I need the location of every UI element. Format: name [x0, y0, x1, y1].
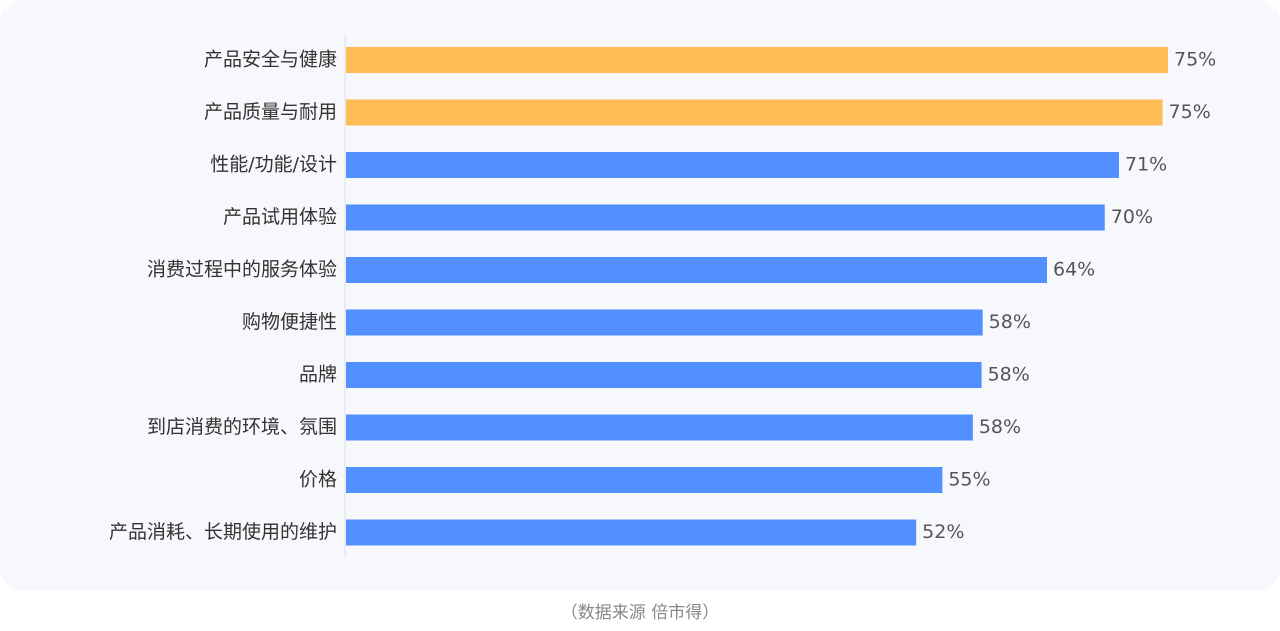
- category-label: 产品试用体验: [223, 206, 337, 228]
- category-label: 品牌: [299, 364, 337, 386]
- category-label: 产品质量与耐用: [204, 101, 337, 123]
- category-label: 性能/功能/设计: [210, 154, 337, 176]
- value-label: 75%: [1169, 101, 1211, 123]
- bar: [346, 467, 943, 493]
- card: [0, 0, 1280, 590]
- bar: [346, 257, 1047, 283]
- value-label: 58%: [989, 311, 1031, 333]
- value-label: 70%: [1111, 206, 1153, 228]
- value-label: 64%: [1053, 259, 1095, 281]
- category-label: 消费过程中的服务体验: [147, 259, 337, 281]
- value-label: 71%: [1125, 154, 1167, 176]
- category-label: 产品安全与健康: [204, 49, 337, 71]
- category-label: 购物便捷性: [242, 311, 337, 333]
- bar: [346, 204, 1105, 231]
- value-label: 52%: [922, 521, 964, 543]
- value-label: 55%: [948, 469, 990, 491]
- category-label: 价格: [299, 469, 337, 491]
- bar: [346, 414, 973, 441]
- bar: [346, 362, 982, 388]
- category-label: 产品消耗、长期使用的维护: [109, 521, 337, 543]
- bar: [346, 47, 1168, 73]
- category-label: 到店消费的环境、氛围: [147, 416, 337, 438]
- value-label: 58%: [988, 364, 1030, 386]
- value-label: 75%: [1174, 49, 1216, 71]
- bar: [346, 309, 983, 336]
- bar: [346, 99, 1163, 126]
- source-note: （数据来源 倍市得）: [561, 603, 719, 623]
- bar: [346, 519, 917, 546]
- bar: [346, 152, 1119, 178]
- value-label: 58%: [979, 416, 1021, 438]
